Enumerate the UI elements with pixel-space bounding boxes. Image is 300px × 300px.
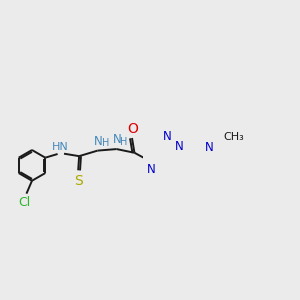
Text: N: N bbox=[175, 140, 184, 153]
Text: H: H bbox=[102, 139, 109, 148]
Text: N: N bbox=[205, 141, 214, 154]
Text: N: N bbox=[163, 130, 172, 143]
Text: N: N bbox=[112, 133, 121, 146]
Text: HN: HN bbox=[52, 142, 68, 152]
Text: S: S bbox=[74, 174, 82, 188]
Text: O: O bbox=[127, 122, 138, 136]
Text: N: N bbox=[94, 134, 102, 148]
Text: CH₃: CH₃ bbox=[223, 132, 244, 142]
Text: H: H bbox=[120, 137, 128, 147]
Text: Cl: Cl bbox=[18, 196, 30, 209]
Text: N: N bbox=[147, 163, 156, 176]
